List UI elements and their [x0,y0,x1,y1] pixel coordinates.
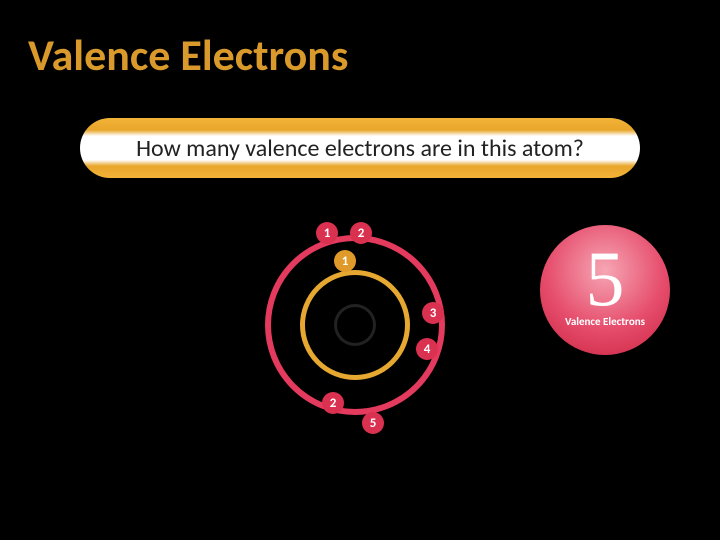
answer-label: Valence Electrons [565,315,645,328]
atom-diagram: 1234251 [255,225,455,425]
answer-badge: 5 Valence Electrons [540,225,670,355]
electron-outer: 2 [322,392,344,414]
electron-outer: 3 [422,302,444,324]
electron-outer: 1 [316,222,338,244]
question-text: How many valence electrons are in this a… [136,134,584,163]
electron-outer: 2 [350,222,372,244]
question-pill: How many valence electrons are in this a… [80,118,640,178]
electron-outer: 4 [416,338,438,360]
answer-number: 5 [586,246,625,312]
electron-inner: 1 [334,250,356,272]
page-title: Valence Electrons [28,28,348,82]
electron-outer: 5 [362,412,384,434]
nucleus [337,307,373,343]
